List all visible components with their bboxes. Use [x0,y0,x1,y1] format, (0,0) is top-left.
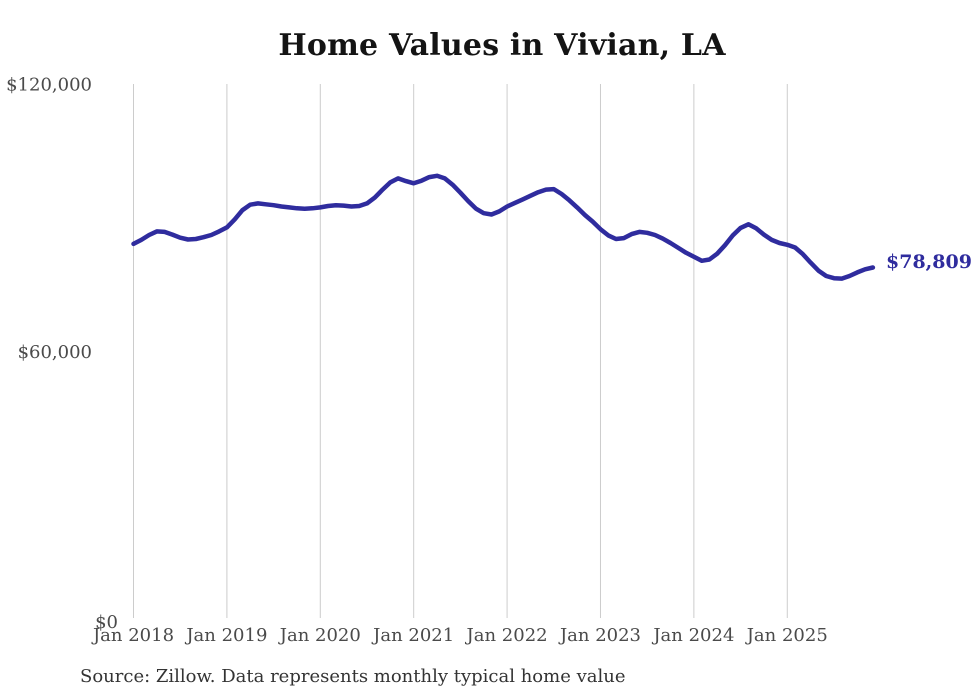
home-value-line [131,173,876,281]
x-axis-tick-label: Jan 2024 [651,625,734,646]
x-axis-tick-label: Jan 2022 [465,625,548,646]
x-axis-tick-label: Jan 2019 [184,625,267,646]
y-axis-tick-label: $120,000 [6,75,92,96]
latest-value-label: $78,809 [886,251,972,273]
y-axis-tick-label: $60,000 [18,342,92,363]
y-axis-tick-label: $0 [95,612,118,633]
x-axis-tick-label: Jan 2018 [91,625,174,646]
source-note: Source: Zillow. Data represents monthly … [80,666,626,687]
x-axis-tick-label: Jan 2025 [745,625,828,646]
x-axis-tick-label: Jan 2023 [558,625,641,646]
x-axis-tick-label: Jan 2020 [278,625,361,646]
x-axis-tick-label: Jan 2021 [371,625,454,646]
chart-title: Home Values in Vivian, LA [278,28,726,63]
